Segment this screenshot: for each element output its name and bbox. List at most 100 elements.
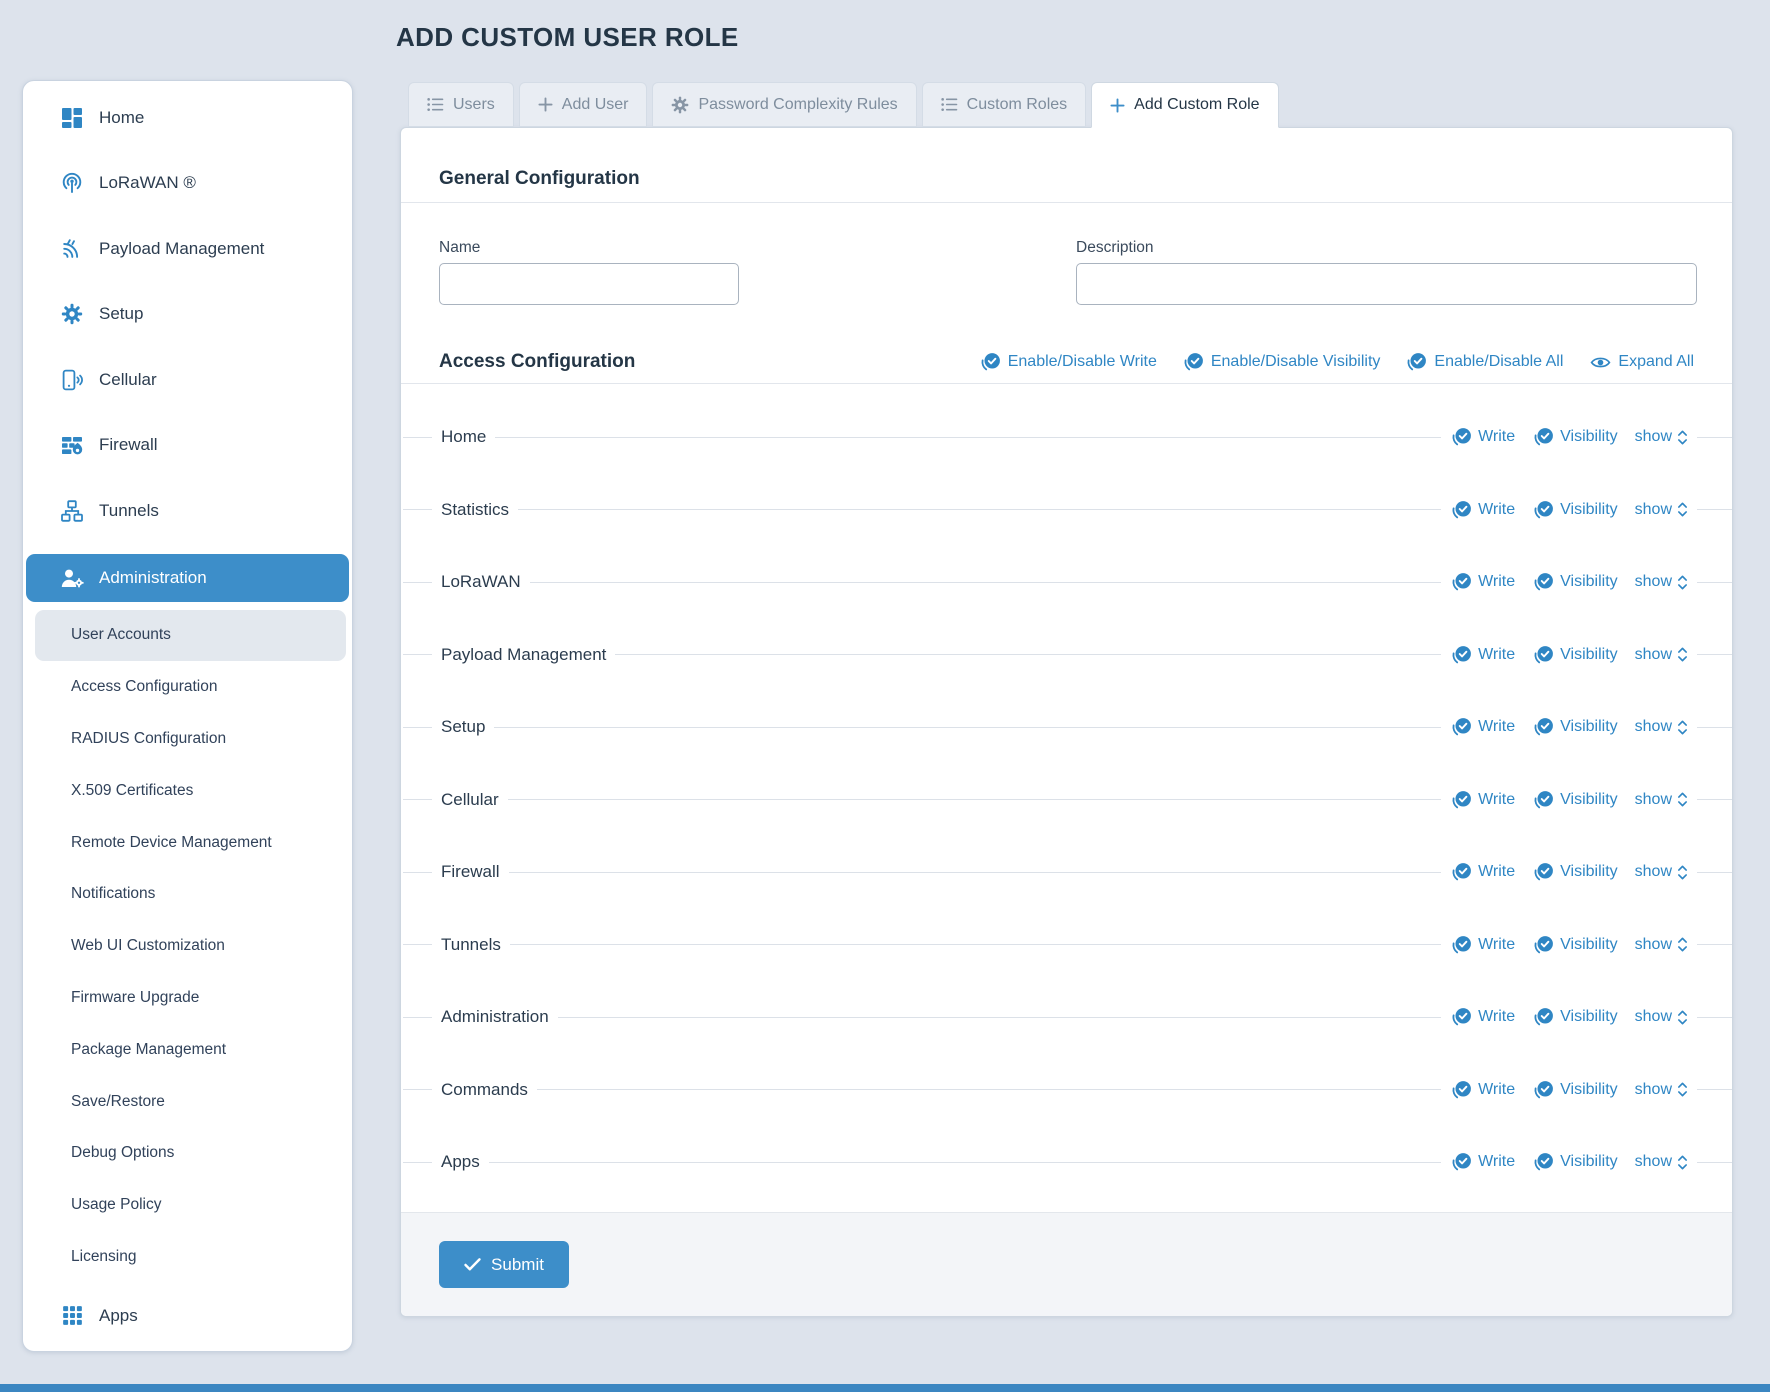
visibility-toggle[interactable]: Visibility [1534, 645, 1618, 665]
submit-button[interactable]: Submit [439, 1241, 569, 1288]
sidebar-subitem-licensing[interactable]: Licensing [23, 1231, 352, 1283]
check-circle-icon [1534, 862, 1554, 882]
sidebar-subitem-debug-options[interactable]: Debug Options [23, 1127, 352, 1179]
sidebar-item-home[interactable]: Home [23, 85, 352, 151]
sidebar-subitem-remote-device-management[interactable]: Remote Device Management [23, 817, 352, 869]
visibility-toggle[interactable]: Visibility [1534, 862, 1618, 882]
plus-icon [1110, 97, 1125, 113]
access-row-label: Firewall [441, 862, 500, 882]
write-toggle[interactable]: Write [1452, 1152, 1515, 1172]
check-circle-icon [1452, 717, 1472, 737]
sidebar-item-firewall[interactable]: Firewall [23, 413, 352, 479]
tab-password-complexity-rules[interactable]: Password Complexity Rules [652, 82, 917, 127]
toolbar-link-expand-all[interactable]: Expand All [1590, 353, 1694, 371]
toolbar-link-enable-disable-all[interactable]: Enable/Disable All [1407, 352, 1563, 372]
write-toggle[interactable]: Write [1452, 572, 1515, 592]
sidebar-item-apps[interactable]: Apps [23, 1283, 352, 1349]
tab-label: Custom Roles [966, 95, 1068, 113]
visibility-toggle[interactable]: Visibility [1534, 1152, 1618, 1172]
toolbar-link-enable-disable-write[interactable]: Enable/Disable Write [981, 352, 1157, 372]
write-toggle[interactable]: Write [1452, 862, 1515, 882]
write-toggle[interactable]: Write [1452, 1007, 1515, 1027]
gear-tab-icon [671, 96, 689, 114]
access-row-firewall: Firewall Write Visibility show [401, 836, 1732, 909]
visibility-toggle[interactable]: Visibility [1534, 935, 1618, 955]
sidebar-subitem-x-509-certificates[interactable]: X.509 Certificates [23, 765, 352, 817]
sidebar-subitem-label: Firmware Upgrade [71, 988, 200, 1006]
sidebar-subitem-user-accounts[interactable]: User Accounts [35, 609, 346, 662]
sidebar-subitem-package-management[interactable]: Package Management [23, 1024, 352, 1076]
sidebar-subitem-access-configuration[interactable]: Access Configuration [23, 661, 352, 713]
row-line-left [403, 726, 432, 728]
visibility-toggle[interactable]: Visibility [1534, 790, 1618, 810]
description-input[interactable] [1076, 263, 1697, 305]
show-toggle[interactable]: show [1635, 428, 1688, 446]
sidebar-subitem-label: Save/Restore [71, 1092, 165, 1110]
sidebar: Home LoRaWAN ® Payload Management Setup … [22, 80, 353, 1352]
show-toggle[interactable]: show [1635, 1008, 1688, 1026]
show-toggle[interactable]: show [1635, 791, 1688, 809]
show-toggle[interactable]: show [1635, 1081, 1688, 1099]
access-row-label: Payload Management [441, 644, 607, 664]
sidebar-item-label: Payload Management [99, 238, 265, 258]
sidebar-subitem-notifications[interactable]: Notifications [23, 868, 352, 920]
show-toggle[interactable]: show [1635, 501, 1688, 519]
visibility-toggle[interactable]: Visibility [1534, 427, 1618, 447]
tab-users[interactable]: Users [408, 82, 514, 127]
updown-icon [1677, 719, 1688, 736]
show-toggle[interactable]: show [1635, 1153, 1688, 1171]
row-line-right [1697, 1016, 1732, 1018]
write-toggle[interactable]: Write [1452, 717, 1515, 737]
access-row-lorawan: LoRaWAN Write Visibility show [401, 546, 1732, 619]
check-circle-icon [1452, 645, 1472, 665]
row-line-right [1697, 581, 1732, 583]
write-toggle[interactable]: Write [1452, 1080, 1515, 1100]
sidebar-item-payload-management[interactable]: Payload Management [23, 216, 352, 282]
visibility-toggle[interactable]: Visibility [1534, 1007, 1618, 1027]
sidebar-subitem-save-restore[interactable]: Save/Restore [23, 1076, 352, 1128]
eye-icon [1590, 355, 1611, 370]
check-circle-icon [1534, 935, 1554, 955]
sidebar-subitem-firmware-upgrade[interactable]: Firmware Upgrade [23, 972, 352, 1024]
visibility-toggle[interactable]: Visibility [1534, 1080, 1618, 1100]
description-label: Description [1076, 239, 1154, 256]
access-row-label: Cellular [441, 789, 499, 809]
write-toggle[interactable]: Write [1452, 645, 1515, 665]
sidebar-item-cellular[interactable]: Cellular [23, 347, 352, 413]
write-toggle[interactable]: Write [1452, 790, 1515, 810]
access-rows: Home Write Visibility show Statistics Wr… [401, 384, 1732, 1199]
updown-icon [1677, 1009, 1688, 1026]
updown-icon [1677, 936, 1688, 953]
updown-icon [1677, 1081, 1688, 1098]
name-input[interactable] [439, 263, 739, 305]
visibility-toggle[interactable]: Visibility [1534, 500, 1618, 520]
write-toggle[interactable]: Write [1452, 500, 1515, 520]
show-toggle[interactable]: show [1635, 863, 1688, 881]
show-toggle[interactable]: show [1635, 718, 1688, 736]
sidebar-item-label: Apps [99, 1305, 138, 1325]
show-toggle[interactable]: show [1635, 646, 1688, 664]
visibility-toggle[interactable]: Visibility [1534, 717, 1618, 737]
check-circle-icon [1534, 1007, 1554, 1027]
check-circle-icon [1452, 1152, 1472, 1172]
write-toggle[interactable]: Write [1452, 427, 1515, 447]
sidebar-item-administration[interactable]: Administration [26, 553, 349, 602]
visibility-toggle[interactable]: Visibility [1534, 572, 1618, 592]
sidebar-subitem-web-ui-customization[interactable]: Web UI Customization [23, 920, 352, 972]
show-toggle[interactable]: show [1635, 573, 1688, 591]
toolbar-link-enable-disable-visibility[interactable]: Enable/Disable Visibility [1184, 352, 1380, 372]
sidebar-item-tunnels[interactable]: Tunnels [23, 478, 352, 544]
show-toggle[interactable]: show [1635, 936, 1688, 954]
toolbar-link-label: Expand All [1618, 353, 1694, 370]
tab-custom-roles[interactable]: Custom Roles [921, 82, 1087, 127]
sidebar-subitem-usage-policy[interactable]: Usage Policy [23, 1179, 352, 1231]
access-row-label: Statistics [441, 499, 510, 519]
sidebar-subitem-radius-configuration[interactable]: RADIUS Configuration [23, 713, 352, 765]
tab-add-user[interactable]: Add User [518, 82, 648, 127]
sidebar-item-setup[interactable]: Setup [23, 282, 352, 348]
row-line-left [403, 1089, 432, 1091]
write-toggle[interactable]: Write [1452, 935, 1515, 955]
sidebar-subitem-label: Access Configuration [71, 678, 218, 696]
sidebar-item-lorawan[interactable]: LoRaWAN ® [23, 151, 352, 217]
tab-add-custom-role[interactable]: Add Custom Role [1091, 82, 1279, 128]
